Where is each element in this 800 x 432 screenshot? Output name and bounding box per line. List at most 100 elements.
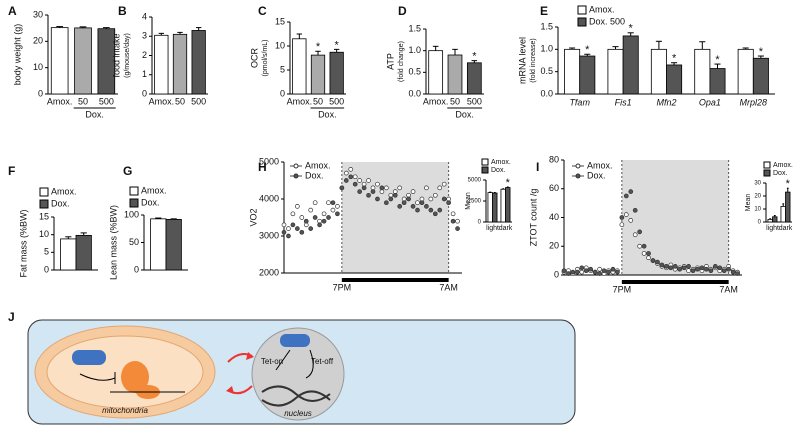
point [366, 178, 371, 183]
point [415, 207, 420, 213]
legend-swatch [763, 161, 771, 169]
x-tick-label: light [486, 225, 499, 232]
point [735, 271, 740, 276]
point [370, 189, 376, 194]
panel-j: J mitochondria Tet-on Tet-off nucleus [8, 310, 576, 425]
point [308, 226, 314, 231]
bar [780, 205, 786, 223]
x-tick-label: 50 [450, 96, 460, 106]
y-tick-label: 0.0 [408, 88, 421, 98]
legend-swatch [129, 198, 139, 208]
y-tick-label: 5 [280, 64, 285, 74]
x-tick-label: Amox. [287, 96, 313, 106]
point [570, 269, 576, 275]
bar [767, 218, 773, 223]
bar [75, 234, 92, 271]
y-tick-label: 60 [549, 183, 559, 193]
point [610, 266, 616, 272]
point [312, 200, 318, 206]
y-axis-label: body weight (g) [12, 24, 22, 86]
bar [607, 48, 624, 95]
group-label: Dox. [318, 109, 337, 119]
point [623, 193, 629, 199]
point [623, 212, 629, 217]
y-axis-label: Mean [465, 192, 472, 210]
point [441, 181, 447, 187]
bar [150, 218, 167, 271]
legend-label: Amox. [589, 4, 615, 14]
point [317, 222, 322, 228]
legend-label: Dox. [491, 167, 505, 174]
legend-marker [293, 173, 299, 179]
point [601, 268, 607, 274]
bar [172, 33, 188, 95]
group-label: Dox. [455, 109, 474, 119]
bar [650, 48, 667, 95]
bar [492, 192, 498, 223]
dark-period [621, 160, 729, 275]
point [410, 189, 416, 194]
point [312, 215, 318, 220]
y-tick-label: 10 [39, 229, 49, 239]
point [579, 269, 585, 275]
x-tick-label: 7AM [719, 284, 738, 294]
significance: * [506, 177, 511, 189]
point [592, 269, 598, 275]
point [295, 204, 300, 209]
panel-label: I [536, 160, 539, 174]
arrowhead [246, 352, 254, 360]
y-tick-label: 0 [478, 220, 482, 226]
bar [50, 27, 69, 95]
point [663, 264, 669, 269]
y-tick-label: 4 [142, 11, 147, 21]
legend-marker [575, 173, 581, 179]
bar [191, 30, 206, 95]
bar [709, 68, 726, 95]
bar [292, 38, 307, 95]
x-tick-label: 500 [467, 96, 482, 106]
point [348, 174, 354, 180]
point [695, 266, 700, 272]
point [730, 269, 736, 275]
y-axis-label: Fat mass (%BW) [18, 209, 28, 277]
legend-marker [293, 163, 299, 169]
y-axis-sublabel: (pmol/s/mL) [262, 40, 269, 77]
y-tick-label: 0.5 [540, 66, 553, 76]
point [441, 196, 447, 202]
nucleus-label: nucleus [284, 409, 312, 418]
significance: * [786, 178, 791, 190]
y-tick-label: 5 [44, 247, 49, 257]
point [672, 264, 678, 269]
point [352, 174, 358, 180]
bar [74, 27, 92, 95]
point [446, 200, 451, 206]
ribosome-large [121, 361, 149, 393]
legend-label: Dox. [773, 170, 787, 177]
y-tick-label: 0 [44, 264, 49, 274]
significance: * [316, 41, 321, 53]
bar [310, 54, 326, 95]
bar [564, 48, 581, 95]
y-axis-label: ATP [385, 53, 395, 70]
x-tick-label: Tfam [569, 97, 590, 107]
mitochondria-label: mitochondria [102, 406, 148, 415]
point [712, 264, 718, 269]
legend-label: Amox. [305, 160, 331, 170]
point [619, 215, 625, 220]
point [455, 218, 460, 224]
y-tick-label: 0 [280, 88, 285, 98]
y-axis-label: OCR [249, 48, 259, 69]
x-tick-label: Amox. [149, 96, 175, 106]
y-tick-label: 20 [33, 36, 43, 46]
point [290, 211, 296, 217]
point [637, 243, 643, 249]
panel-label: J [8, 310, 15, 324]
y-tick-label: 0 [554, 269, 559, 279]
point [348, 167, 354, 172]
point [437, 185, 443, 191]
y-tick-label: 30 [754, 181, 761, 187]
point [726, 266, 732, 272]
point [321, 218, 327, 224]
point [286, 233, 291, 239]
point [628, 189, 634, 194]
